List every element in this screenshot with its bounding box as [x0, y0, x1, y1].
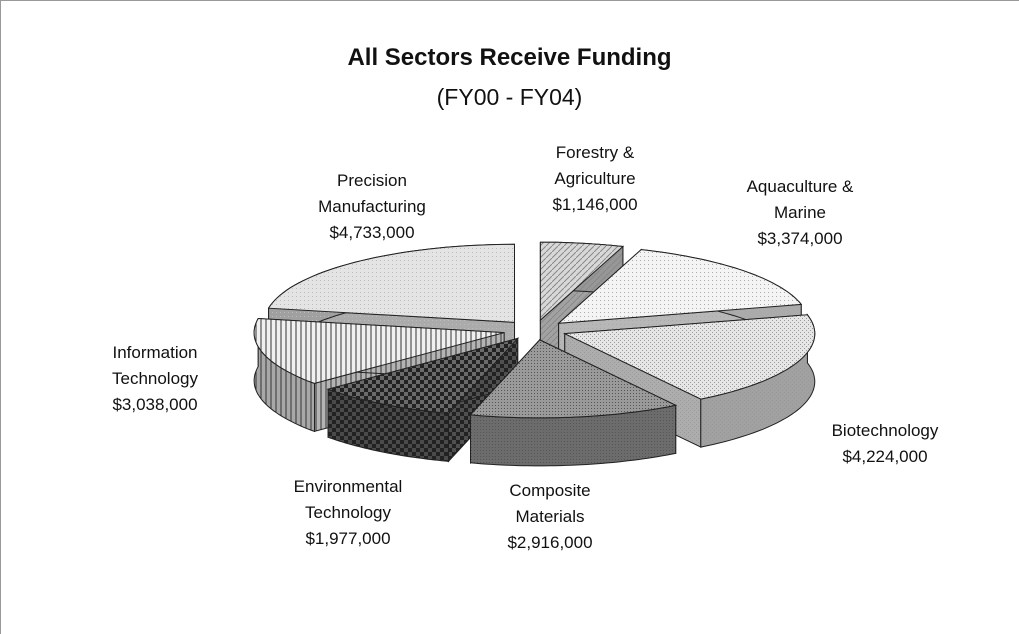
slice-label: Biotechnology $4,224,000 — [800, 418, 970, 470]
slice — [326, 337, 520, 463]
slice-top-pattern — [562, 314, 816, 400]
slice-top-pattern — [326, 337, 520, 414]
slice-label: Precision Manufacturing $4,733,000 — [287, 168, 457, 246]
slice-top-pattern — [253, 317, 505, 384]
category-label: Biotechnology — [831, 421, 939, 440]
category-label: Forestry & Agriculture — [554, 143, 636, 188]
slice-label: Information Technology $3,038,000 — [90, 340, 220, 418]
value-label: $3,374,000 — [757, 229, 843, 248]
slice-top-pattern — [469, 339, 678, 419]
slice-label: Environmental Technology $1,977,000 — [268, 474, 428, 552]
slice — [253, 317, 505, 433]
value-label: $2,916,000 — [507, 533, 593, 552]
category-label: Composite Materials — [509, 481, 591, 526]
value-label: $1,146,000 — [552, 195, 638, 214]
slice-top-pattern — [267, 243, 516, 323]
category-label: Aquaculture & Marine — [746, 177, 854, 222]
slice-top-pattern — [557, 249, 803, 324]
category-label: Information Technology — [111, 343, 198, 388]
value-label: $4,224,000 — [842, 447, 928, 466]
category-label: Precision Manufacturing — [318, 171, 426, 216]
value-label: $3,038,000 — [112, 395, 198, 414]
chart-title: All Sectors Receive Funding — [347, 44, 672, 71]
slice-label: Aquaculture & Marine $3,374,000 — [735, 174, 865, 252]
chart-subtitle: (FY00 - FY04) — [436, 84, 583, 110]
value-label: $1,977,000 — [305, 529, 391, 548]
slice-label: Forestry & Agriculture $1,146,000 — [530, 140, 660, 218]
slice-top-pattern — [539, 241, 625, 322]
slice-label: Composite Materials $2,916,000 — [490, 478, 610, 556]
category-label: Environmental Technology — [293, 477, 403, 522]
slice — [469, 338, 678, 467]
value-label: $4,733,000 — [329, 223, 415, 242]
